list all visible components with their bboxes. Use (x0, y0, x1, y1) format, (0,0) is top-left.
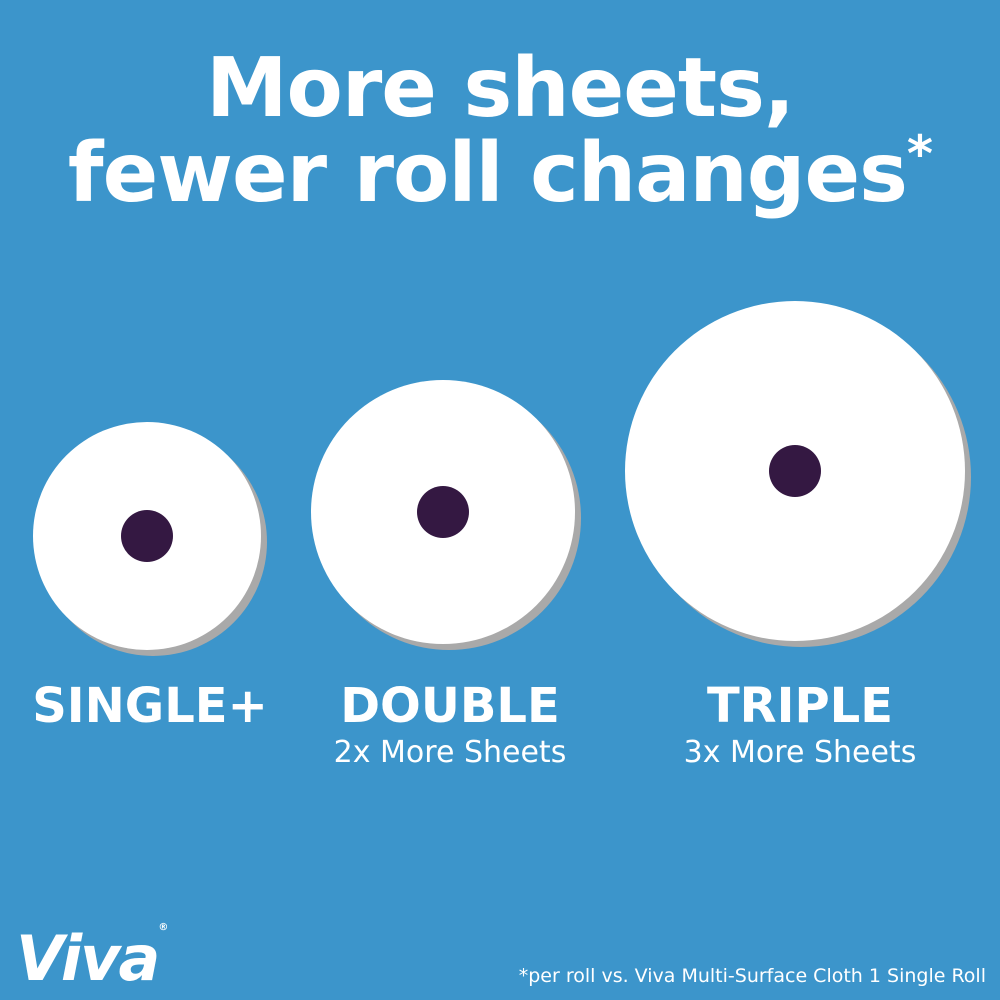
viva-logo: Viva® (16, 922, 168, 995)
registered-mark: ® (158, 922, 168, 933)
headline-asterisk: * (906, 125, 933, 183)
triple-roll-illustration (625, 301, 965, 641)
headline-line-2: fewer roll changes* (0, 129, 1000, 215)
headline-line-1: More sheets, (205, 41, 795, 136)
double-subtitle: 2x More Sheets (333, 735, 567, 770)
triple-subtitle: 3x More Sheets (683, 735, 917, 770)
double-roll-illustration (311, 380, 575, 644)
roll-core (121, 510, 173, 562)
logo-text: Viva (16, 922, 160, 995)
single-label: SINGLE+ (32, 678, 268, 734)
footnote: *per roll vs. Viva Multi-Surface Cloth 1… (518, 965, 986, 987)
roll-core (417, 486, 469, 538)
double-label: DOUBLE (340, 678, 560, 734)
single-roll-illustration (33, 422, 261, 650)
roll-core (769, 445, 821, 497)
headline-line-2-text: fewer roll changes (67, 126, 908, 221)
triple-label: TRIPLE (706, 678, 894, 734)
